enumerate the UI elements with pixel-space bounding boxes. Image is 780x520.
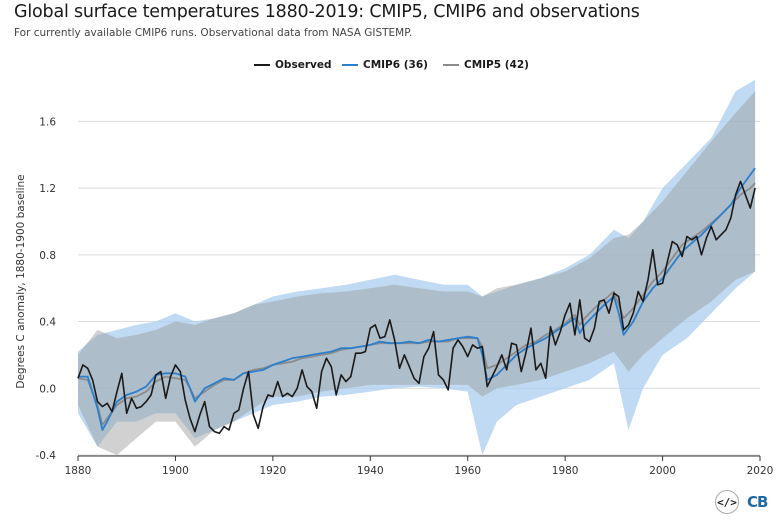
legend-label-cmip5: CMIP5 (42)	[464, 59, 529, 71]
carbon-brief-logo: CB	[747, 493, 768, 511]
y-tick-label: -0.4	[36, 450, 57, 462]
x-tick-label: 1920	[259, 465, 286, 477]
legend-item-cmip6[interactable]: CMIP6 (36)	[342, 59, 428, 71]
y-tick-label: 0.4	[39, 317, 56, 329]
legend-item-cmip5[interactable]: CMIP5 (42)	[443, 59, 529, 71]
legend-label-cmip6: CMIP6 (36)	[363, 59, 428, 71]
y-axis-title: Degrees C anomaly, 1880-1900 baseline	[15, 174, 27, 388]
legend-swatch-cmip6	[342, 63, 358, 67]
legend-label-observed: Observed	[275, 59, 332, 71]
cmip6-range-band	[78, 79, 756, 455]
legend-item-observed[interactable]: Observed	[254, 59, 331, 71]
x-tick-label: 1880	[65, 465, 92, 477]
x-tick-label: 1960	[454, 465, 481, 477]
x-tick-label: 1980	[552, 465, 579, 477]
x-tick-label: 1940	[357, 465, 384, 477]
chart-legend: Observed CMIP6 (36) CMIP5 (42)	[0, 59, 780, 77]
chart-title: Global surface temperatures 1880-2019: C…	[14, 2, 640, 22]
legend-swatch-observed	[254, 63, 270, 67]
y-tick-label: 0.8	[39, 250, 56, 262]
cmip5-range-band	[78, 91, 756, 456]
y-tick-label: 1.2	[39, 183, 56, 195]
x-tick-label: 2020	[747, 465, 774, 477]
legend-swatch-cmip5	[443, 63, 459, 67]
y-tick-label: 0.0	[39, 383, 56, 395]
x-tick-label: 1900	[162, 465, 189, 477]
cmip6-line	[78, 167, 756, 431]
chart-subtitle: For currently available CMIP6 runs. Obse…	[14, 27, 413, 39]
logo-area: </> CB	[715, 490, 768, 514]
x-tick-label: 2000	[649, 465, 676, 477]
y-tick-label: 1.6	[39, 116, 56, 128]
observed-line	[77, 180, 756, 435]
code-embed-icon[interactable]: </>	[715, 490, 739, 514]
